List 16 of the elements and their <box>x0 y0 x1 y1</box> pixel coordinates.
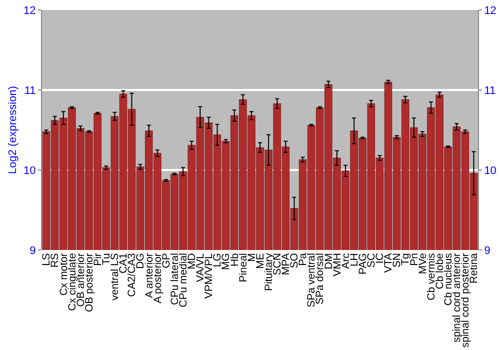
y-tick-label: 10 <box>24 164 36 177</box>
y-tick-label: 11 <box>24 84 36 97</box>
x-tick-label: Tg <box>400 252 412 266</box>
x-tick-label: Retina <box>468 252 480 284</box>
y2-tick-label: 9 <box>484 244 490 257</box>
x-tick-label: OB posterior <box>83 252 96 312</box>
x-tick-label: RS <box>49 253 62 268</box>
x-tick-label: DG <box>134 253 147 269</box>
x-tick-label: A posterior <box>152 252 164 304</box>
y-axis-title: Log2 (expression) <box>7 86 20 174</box>
x-tick-label: MVe <box>416 252 429 274</box>
y2-tick-label: 12 <box>484 4 496 17</box>
y-tick-label: 12 <box>24 4 36 17</box>
y-tick-label: 9 <box>30 244 36 257</box>
y2-tick-label: 11 <box>484 84 496 97</box>
y2-tick-label: 10 <box>484 164 496 177</box>
